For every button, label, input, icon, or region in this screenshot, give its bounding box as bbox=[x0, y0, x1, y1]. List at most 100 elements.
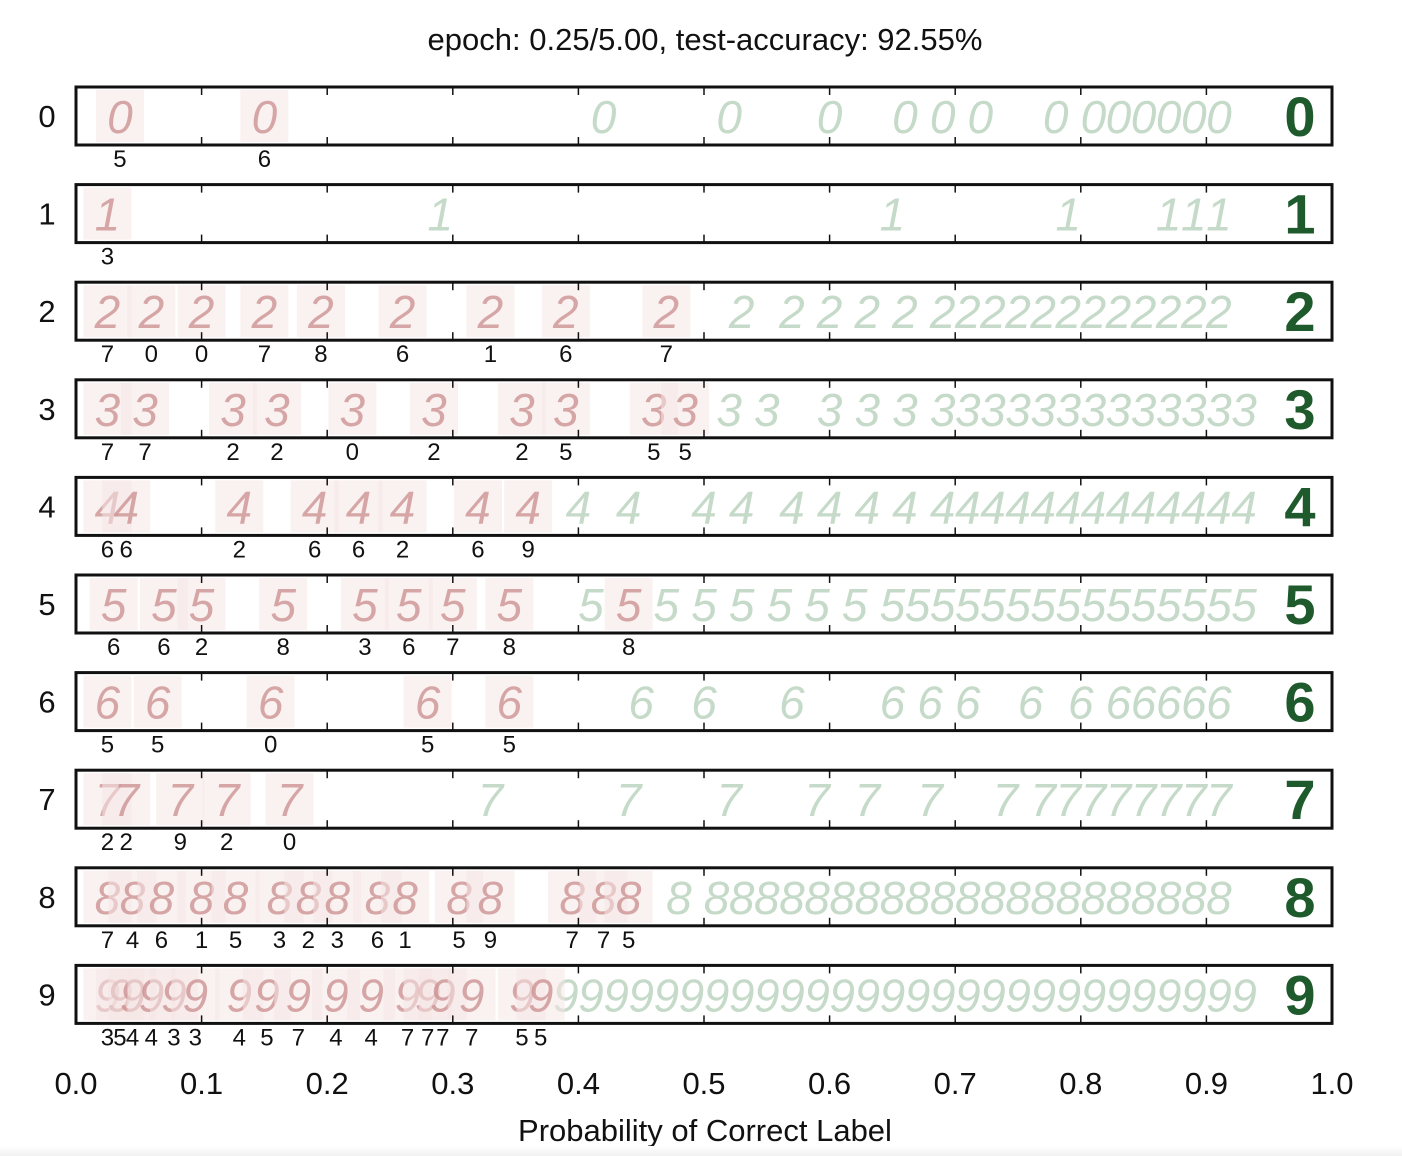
misclassified-sample-mark: 5 bbox=[151, 579, 177, 631]
correct-sample-mark: 0 bbox=[930, 91, 956, 143]
misclassified-sample-bg bbox=[137, 870, 186, 923]
correct-sample-mark: 6 bbox=[955, 677, 981, 729]
predicted-label: 3 bbox=[358, 634, 371, 661]
misclassified-sample-bg bbox=[504, 480, 553, 533]
correct-sample-mark: 1 bbox=[1206, 189, 1232, 241]
digit-row-7: 777777777777777772727972707 bbox=[38, 768, 1334, 856]
correct-sample-mark: 8 bbox=[1055, 872, 1081, 924]
correct-sample-mark: 9 bbox=[704, 969, 730, 1021]
correct-sample-mark: 2 bbox=[1155, 286, 1182, 338]
correct-sample-mark: 9 bbox=[1181, 969, 1207, 1021]
misclassified-sample-bg bbox=[604, 870, 653, 923]
correct-sample-mark: 3 bbox=[1055, 384, 1081, 436]
prototype-digit: 3 bbox=[1284, 378, 1315, 441]
misclassified-sample-mark: 8 bbox=[223, 872, 249, 924]
misclassified-sample-bg bbox=[541, 382, 590, 435]
misclassified-sample-bg bbox=[177, 285, 226, 338]
correct-sample-mark: 5 bbox=[804, 579, 830, 631]
correct-sample-mark: 6 bbox=[1156, 677, 1182, 729]
misclassified-sample-bg bbox=[215, 480, 264, 533]
row-label: 3 bbox=[38, 392, 55, 427]
misclassified-sample-bg bbox=[211, 870, 260, 923]
correct-sample-mark: 4 bbox=[616, 481, 642, 533]
predicted-label: 5 bbox=[421, 732, 434, 759]
x-tick-label: 0.2 bbox=[306, 1066, 349, 1101]
correct-sample-mark: 9 bbox=[1106, 969, 1132, 1021]
correct-sample-mark: 5 bbox=[1106, 579, 1132, 631]
predicted-label: 2 bbox=[226, 439, 239, 466]
predicted-label: 5 bbox=[647, 439, 660, 466]
misclassified-sample-mark: 7 bbox=[214, 774, 241, 826]
predicted-label: 9 bbox=[521, 536, 534, 563]
correct-sample-mark: 7 bbox=[854, 774, 881, 826]
predicted-label: 6 bbox=[157, 634, 170, 661]
prototype-digit: 4 bbox=[1284, 475, 1315, 538]
misclassified-sample-mark: 4 bbox=[346, 481, 372, 533]
misclassified-sample-mark: 5 bbox=[440, 579, 466, 631]
correct-sample-mark: 3 bbox=[955, 384, 981, 436]
misclassified-sample-mark: 5 bbox=[616, 579, 642, 631]
predicted-label: 3 bbox=[273, 927, 286, 954]
correct-sample-mark: 2 bbox=[778, 286, 805, 338]
predicted-label: 2 bbox=[427, 439, 440, 466]
misclassified-sample-bg bbox=[156, 773, 205, 826]
correct-sample-mark: 4 bbox=[1206, 481, 1232, 533]
correct-sample-mark: 8 bbox=[754, 872, 780, 924]
correct-sample-mark: 0 bbox=[1156, 91, 1182, 143]
correct-sample-mark: 5 bbox=[955, 579, 981, 631]
misclassified-sample-mark: 3 bbox=[340, 384, 366, 436]
misclassified-sample-bg bbox=[246, 675, 295, 728]
misclassified-sample-bg bbox=[409, 382, 458, 435]
x-tick-label: 0.5 bbox=[682, 1066, 725, 1101]
correct-sample-mark: 4 bbox=[1131, 481, 1157, 533]
correct-sample-mark: 0 bbox=[1181, 91, 1207, 143]
prototype-digit: 8 bbox=[1284, 866, 1315, 929]
predicted-label: 2 bbox=[195, 634, 208, 661]
misclassified-sample-bg bbox=[259, 578, 308, 630]
correct-sample-mark: 8 bbox=[804, 872, 830, 924]
correct-sample-mark: 0 bbox=[968, 91, 994, 143]
predicted-label: 5 bbox=[503, 732, 516, 759]
correct-sample-mark: 8 bbox=[1106, 872, 1132, 924]
correct-sample-mark: 6 bbox=[1068, 677, 1094, 729]
correct-sample-mark: 6 bbox=[691, 677, 717, 729]
correct-sample-mark: 8 bbox=[880, 872, 906, 924]
correct-sample-mark: 2 bbox=[1080, 286, 1107, 338]
correct-sample-mark: 3 bbox=[1156, 384, 1182, 436]
predicted-label: 5 bbox=[260, 1024, 273, 1051]
correct-sample-mark: 0 bbox=[817, 91, 843, 143]
prototype-digit: 5 bbox=[1284, 573, 1315, 636]
predicted-label: 5 bbox=[101, 732, 114, 759]
misclassified-sample-mark: 2 bbox=[389, 286, 416, 338]
misclassified-sample-bg bbox=[453, 480, 502, 533]
misclassified-sample-mark: 6 bbox=[145, 677, 171, 729]
misclassified-sample-bg bbox=[378, 480, 427, 533]
misclassified-sample-bg bbox=[83, 285, 132, 338]
correct-sample-mark: 9 bbox=[628, 969, 654, 1021]
correct-sample-mark: 8 bbox=[1081, 872, 1107, 924]
misclassified-sample-bg bbox=[95, 90, 144, 142]
row-label: 4 bbox=[38, 489, 55, 524]
correct-sample-mark: 9 bbox=[804, 969, 830, 1021]
row-label: 7 bbox=[38, 782, 55, 817]
correct-sample-mark: 8 bbox=[779, 872, 805, 924]
predicted-label: 3 bbox=[331, 927, 344, 954]
predicted-label: 5 bbox=[151, 732, 164, 759]
correct-sample-mark: 7 bbox=[1081, 774, 1108, 826]
misclassified-sample-mark: 0 bbox=[252, 91, 278, 143]
correct-sample-mark: 8 bbox=[829, 872, 855, 924]
correct-sample-mark: 3 bbox=[1181, 384, 1207, 436]
row-label: 5 bbox=[38, 587, 55, 622]
predicted-label: 3 bbox=[101, 244, 114, 271]
correct-sample-mark: 2 bbox=[728, 286, 755, 338]
correct-sample-mark: 0 bbox=[1043, 91, 1069, 143]
x-tick-label: 1.0 bbox=[1310, 1066, 1353, 1101]
misclassified-sample-mark: 8 bbox=[324, 872, 350, 924]
predicted-label: 6 bbox=[107, 634, 120, 661]
misclassified-sample-mark: 4 bbox=[465, 481, 491, 533]
correct-sample-mark: 7 bbox=[917, 774, 944, 826]
predicted-label: 4 bbox=[329, 1024, 342, 1051]
x-tick-label: 0.3 bbox=[431, 1066, 474, 1101]
